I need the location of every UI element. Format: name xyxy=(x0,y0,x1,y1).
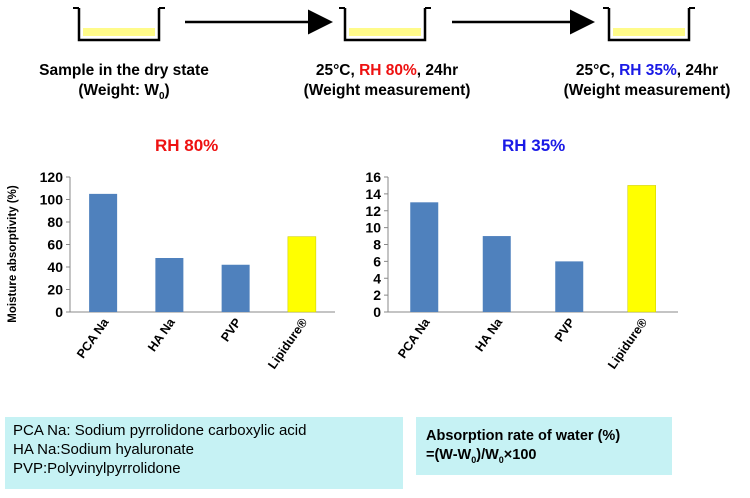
x-category-label: HA Na xyxy=(472,315,505,354)
bar-rh80-2 xyxy=(221,264,250,312)
step-rh80-line1: 25°C, RH 80%, 24hr xyxy=(282,61,492,81)
weight-suffix: ) xyxy=(164,82,170,99)
process-diagram xyxy=(73,7,695,42)
y-tick-label: 2 xyxy=(373,287,381,303)
step-dry-label: Sample in the dry state (Weight: W0) xyxy=(16,61,232,107)
formula-part2: )/W xyxy=(476,447,499,463)
y-tick-label: 4 xyxy=(373,270,381,286)
step-rh35-line1: 25°C, RH 35%, 24hr xyxy=(544,61,750,81)
y-tick-label: 8 xyxy=(373,237,381,253)
step-rh80-rh: RH 80% xyxy=(359,62,417,79)
step-rh35-label: 25°C, RH 35%, 24hr (Weight measurement) xyxy=(544,61,750,101)
step-rh80-label: 25°C, RH 80%, 24hr (Weight measurement) xyxy=(282,61,492,101)
step-rh35-line2: (Weight measurement) xyxy=(563,82,731,99)
y-tick-label: 80 xyxy=(47,214,63,230)
y-tick-label: 0 xyxy=(373,304,381,320)
step-rh80-temp: 25°C, xyxy=(315,62,360,79)
chart-title-rh80: RH 80% xyxy=(155,136,219,155)
step-rh35-temp: 25°C, xyxy=(575,62,620,79)
y-tick-label: 100 xyxy=(40,192,64,208)
y-tick-label: 12 xyxy=(365,203,381,219)
weight-subscript: 0 xyxy=(158,91,165,103)
x-category-label: Lipidure® xyxy=(605,315,650,372)
formula-box: Absorption rate of water (%) =(W-W0)/W0×… xyxy=(416,417,672,475)
bar-rh80-3 xyxy=(287,236,317,313)
abbreviation-legend-box: PCA Na: Sodium pyrrolidone carboxylic ac… xyxy=(5,417,403,489)
bar-rh80-0 xyxy=(89,193,118,312)
x-category-label: PVP xyxy=(552,316,578,345)
y-tick-label: 6 xyxy=(373,253,381,269)
dish-dry-sample xyxy=(73,7,165,42)
y-tick-label: 16 xyxy=(365,169,381,185)
dish-rh80 xyxy=(339,7,431,42)
bar-chart-rh80: 0 20 40 60 80 100 120 PCA Na HA Na PVP Lipidure® xyxy=(40,169,335,372)
legend-line-pvp: PVP:Polyvinylpyrrolidone xyxy=(13,460,181,477)
y-tick-label: 20 xyxy=(47,282,63,298)
formula-sub1: 0 xyxy=(471,454,477,465)
step-rh80-line2: (Weight measurement) xyxy=(303,82,471,99)
y-tick-label: 10 xyxy=(365,220,381,236)
legend-line-ha: HA Na:Sodium hyaluronate xyxy=(13,441,194,458)
y-tick-label: 14 xyxy=(365,186,381,202)
bar-rh35-0 xyxy=(410,202,439,312)
formula-title: Absorption rate of water (%) xyxy=(426,428,621,444)
bar-rh35-1 xyxy=(482,236,511,312)
dish-rh35 xyxy=(603,7,695,42)
y-tick-label: 120 xyxy=(40,169,64,185)
x-category-label: PCA Na xyxy=(74,315,112,361)
step-dry-line2: (Weight: W0) xyxy=(16,81,232,107)
step-rh35-time: , 24hr xyxy=(676,62,719,79)
x-category-label: Lipidure® xyxy=(265,315,310,372)
y-tick-label: 0 xyxy=(55,304,63,320)
formula-sub2: 0 xyxy=(498,454,504,465)
y-tick-label: 60 xyxy=(47,237,63,253)
x-category-label: PVP xyxy=(218,316,244,345)
bar-rh35-3 xyxy=(627,185,656,313)
weight-prefix: (Weight: W xyxy=(78,82,159,99)
step-rh35-rh: RH 35% xyxy=(619,62,677,79)
legend-line-pca: PCA Na: Sodium pyrrolidone carboxylic ac… xyxy=(13,422,307,439)
formula-part1: =(W-W xyxy=(426,447,472,463)
x-category-label: HA Na xyxy=(145,315,178,354)
y-axis-label: Moisture absorptivity (%) xyxy=(7,185,19,323)
formula-expression: =(W-W0)/W0×100 xyxy=(426,446,664,470)
formula-part3: ×100 xyxy=(503,447,537,463)
x-category-label: PCA Na xyxy=(395,315,433,361)
bar-rh80-1 xyxy=(155,258,184,312)
step-dry-line1: Sample in the dry state xyxy=(39,62,209,79)
bar-rh35-2 xyxy=(555,261,584,312)
chart-title-rh35: RH 35% xyxy=(502,136,566,155)
step-rh80-time: , 24hr xyxy=(416,62,459,79)
y-tick-label: 40 xyxy=(47,259,63,275)
